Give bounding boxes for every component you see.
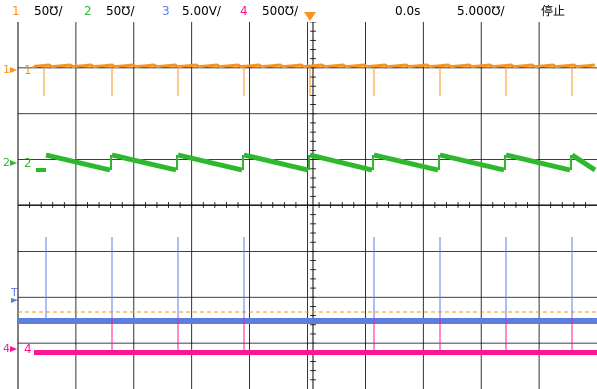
status-bar: 1 50℧/ 2 50℧/ 3 5.00V/ 4 500℧/ 0.0s 5.00…: [0, 0, 597, 22]
ch2-scale: 50℧/: [106, 4, 135, 18]
ch3-trigger-marker[interactable]: T: [10, 286, 18, 303]
svg-text:2: 2: [24, 156, 32, 170]
ch2-ramp: [570, 152, 597, 173]
ch1-number: 1: [12, 4, 20, 18]
ch3-number: 3: [162, 4, 170, 18]
ch2-ramp: [243, 152, 309, 173]
svg-text:4: 4: [24, 342, 32, 356]
ch2-ramp: [373, 152, 439, 173]
run-state: 停止: [541, 4, 566, 18]
ch4-number: 4: [240, 4, 248, 18]
svg-text:2: 2: [3, 156, 10, 169]
waveform-display[interactable]: 1 1 2 2 T 4 4: [0, 22, 597, 389]
ch3-waveform: [18, 237, 597, 324]
ch3-baseline: [18, 318, 597, 324]
time-scale: 5.000℧/: [457, 4, 505, 18]
ch4-baseline: [34, 350, 597, 355]
ch2-number: 2: [84, 4, 92, 18]
ch2-ramp: [111, 152, 177, 173]
ch2-ramp: [45, 152, 111, 173]
ch1-ground-marker[interactable]: 1 1: [3, 63, 32, 77]
time-offset: 0.0s: [395, 4, 421, 18]
ch1-waveform: [32, 63, 596, 96]
svg-text:1: 1: [24, 63, 32, 77]
svg-text:1: 1: [3, 63, 10, 76]
ch2-ramp: [439, 152, 505, 173]
ch2-ramp: [309, 152, 373, 173]
ch4-scale: 500℧/: [262, 4, 299, 18]
ch2-ground-marker[interactable]: 2 2: [3, 156, 32, 170]
ch1-scale: 50℧/: [34, 4, 63, 18]
ch4-ground-marker[interactable]: 4 4: [3, 342, 32, 356]
ch4-waveform: [34, 318, 597, 355]
ch2-ramp: [505, 152, 571, 173]
ch2-waveform: [36, 152, 597, 173]
trigger-position-marker[interactable]: [304, 12, 316, 22]
svg-text:T: T: [10, 286, 18, 299]
svg-text:4: 4: [3, 342, 10, 355]
ch3-scale: 5.00V/: [182, 4, 221, 18]
ch2-ramp: [177, 152, 243, 173]
